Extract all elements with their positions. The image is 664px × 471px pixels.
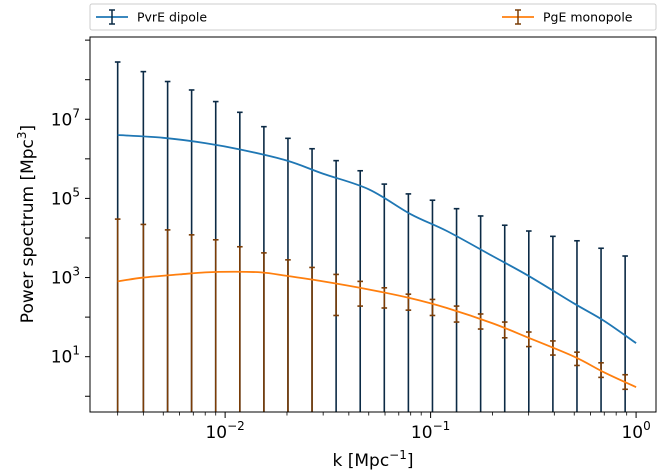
legend-box xyxy=(89,3,657,31)
y-tick-exp: 7 xyxy=(72,106,80,120)
x-tick-exp: −1 xyxy=(433,419,451,433)
y-tick-exp: 1 xyxy=(72,344,80,358)
x-tick-base: 10 xyxy=(411,423,433,443)
x-tick-label: 100 xyxy=(621,419,650,443)
y-tick-exp: 5 xyxy=(72,185,80,199)
x-tick-label: 10−2 xyxy=(205,419,244,443)
x-tick-base: 10 xyxy=(621,423,643,443)
y-tick-label: 105 xyxy=(51,185,80,209)
y-axis-label: Power spectrum [Mpc3] xyxy=(15,125,38,323)
x-axis-label: k [Mpc−1] xyxy=(332,448,413,471)
y-tick-label: 107 xyxy=(51,106,80,130)
x-axis-label-sup: −1 xyxy=(389,448,407,462)
y-axis-label-text: Power spectrum [Mpc xyxy=(18,139,38,323)
y-tick-label: 103 xyxy=(51,265,80,289)
legend: PvrE dipole PgE monopole xyxy=(89,3,657,31)
x-tick-label: 10−1 xyxy=(411,419,450,443)
series-line-pvre-dipole xyxy=(117,134,637,344)
x-tick-exp: −2 xyxy=(227,419,245,433)
x-axis-label-close: ] xyxy=(407,451,414,471)
y-tick-exp: 3 xyxy=(72,265,80,279)
y-axis-label-close: ] xyxy=(18,125,38,132)
y-tick-base: 10 xyxy=(51,269,73,289)
legend-label-pvre-dipole: PvrE dipole xyxy=(137,10,207,25)
legend-label-pge-monopole: PgE monopole xyxy=(543,10,633,25)
x-tick-exp: 0 xyxy=(643,419,651,433)
x-axis-label-text: k [Mpc xyxy=(332,451,389,471)
series-line-pge-monopole xyxy=(117,270,637,388)
y-tick-base: 10 xyxy=(51,110,73,130)
y-tick-base: 10 xyxy=(51,189,73,209)
x-tick-base: 10 xyxy=(205,423,227,443)
axes-frame xyxy=(89,36,657,413)
y-tick-label: 101 xyxy=(51,344,80,368)
legend-entry-pge-monopole: PgE monopole xyxy=(502,9,633,25)
plot-area xyxy=(114,61,637,412)
legend-entry-pvre-dipole: PvrE dipole xyxy=(96,9,207,25)
y-axis-label-sup: 3 xyxy=(15,131,29,139)
y-tick-base: 10 xyxy=(51,348,73,368)
